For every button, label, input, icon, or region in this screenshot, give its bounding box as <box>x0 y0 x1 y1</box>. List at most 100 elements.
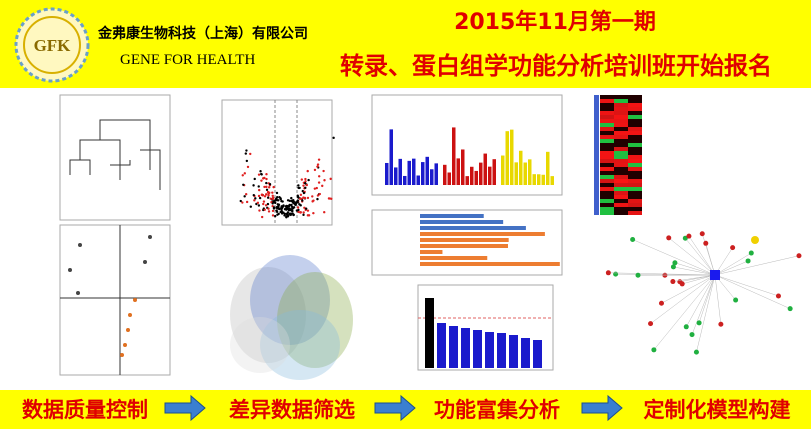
dot <box>328 197 332 200</box>
dot <box>245 149 248 152</box>
dendrogram <box>59 94 171 221</box>
logo-ring-inner <box>23 16 81 74</box>
dot <box>265 181 268 185</box>
node <box>672 260 678 266</box>
logo-ring <box>14 7 90 83</box>
step-label: 定制化模型构建 <box>644 398 791 422</box>
cell <box>614 139 628 143</box>
dot <box>267 194 270 197</box>
node <box>679 281 685 287</box>
cell <box>628 211 642 215</box>
cell <box>614 155 628 159</box>
dot <box>266 196 270 199</box>
cell <box>614 179 628 183</box>
dot <box>276 196 279 199</box>
bar <box>479 162 483 185</box>
node <box>745 258 751 264</box>
cell <box>628 163 642 167</box>
dot <box>298 197 302 201</box>
cell <box>614 107 628 111</box>
venn-diagram <box>230 255 353 380</box>
dot <box>296 195 300 198</box>
cell <box>600 115 614 119</box>
dot <box>298 203 301 206</box>
bar <box>434 163 438 185</box>
dot <box>244 152 248 155</box>
cell <box>600 99 614 103</box>
cell <box>600 187 614 191</box>
bar <box>430 169 434 185</box>
bar <box>505 131 509 185</box>
company-en: GENE FOR HEALTH <box>120 52 255 68</box>
cell <box>628 135 642 139</box>
bar <box>452 127 456 185</box>
edge <box>691 274 716 335</box>
cell <box>614 199 628 203</box>
bar <box>537 174 541 185</box>
dot <box>280 199 283 203</box>
bar <box>420 244 508 248</box>
dot <box>304 180 307 183</box>
headline: 转录、蛋白组学功能分析培训班开始报名 <box>340 52 772 80</box>
bar <box>521 338 530 368</box>
bar <box>501 155 505 185</box>
cell <box>628 179 642 183</box>
cell <box>614 211 628 215</box>
bar <box>385 162 389 185</box>
cell <box>614 187 628 191</box>
dot <box>293 202 296 205</box>
bar <box>449 326 458 368</box>
cell <box>600 131 614 135</box>
cell <box>614 183 628 187</box>
dot <box>302 213 305 217</box>
dot <box>262 177 265 180</box>
bar <box>412 158 416 185</box>
dot <box>263 208 266 211</box>
dot <box>249 152 252 156</box>
cell <box>600 163 614 167</box>
dot <box>332 136 335 140</box>
edge <box>674 262 716 276</box>
dot <box>280 210 283 213</box>
dot <box>317 181 321 184</box>
node <box>787 306 793 312</box>
cell <box>614 159 628 163</box>
cell <box>600 103 614 107</box>
cell <box>614 127 628 131</box>
bar <box>510 129 514 185</box>
node <box>703 240 709 246</box>
cell <box>628 99 642 103</box>
edge <box>686 274 716 327</box>
dot <box>313 168 317 172</box>
cell <box>600 191 614 195</box>
dot <box>302 184 305 187</box>
dot <box>302 211 305 214</box>
dot <box>272 185 275 189</box>
dot <box>316 194 320 197</box>
cell <box>628 131 642 135</box>
bar <box>528 159 532 185</box>
cell <box>614 123 628 127</box>
dot <box>260 172 263 176</box>
node <box>648 321 654 327</box>
dot <box>264 193 268 196</box>
cell <box>628 103 642 107</box>
cell <box>614 143 628 147</box>
node <box>686 233 692 239</box>
dot <box>278 207 281 211</box>
bar <box>485 332 494 368</box>
cell <box>628 199 642 203</box>
cell <box>614 147 628 151</box>
dot <box>315 186 318 190</box>
dot <box>243 195 246 198</box>
dot <box>313 187 317 190</box>
bar <box>394 167 398 185</box>
bar <box>389 129 393 185</box>
dot <box>254 197 257 200</box>
dot <box>312 199 315 202</box>
dot <box>288 207 291 210</box>
cell <box>614 191 628 195</box>
dot <box>257 204 261 207</box>
dot <box>284 205 287 208</box>
dot <box>271 194 274 197</box>
